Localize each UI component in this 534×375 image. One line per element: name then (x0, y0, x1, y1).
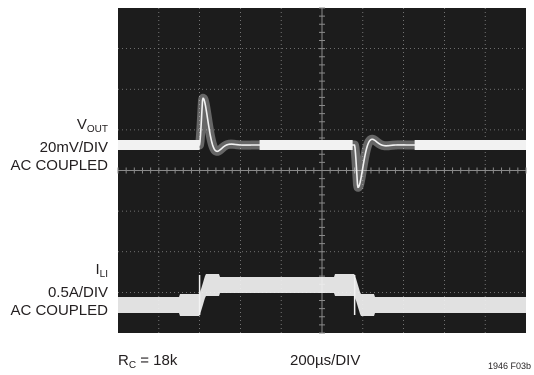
ili-scale: 0.5A/DIV (47, 284, 108, 301)
vout-coupling: AC COUPLED (10, 157, 108, 174)
vout-scale: 20mV/DIV (39, 139, 108, 156)
vout-label: VOUT 20mV/DIV AC COUPLED (10, 116, 108, 174)
ili-label: ILI 0.5A/DIV AC COUPLED (10, 261, 108, 319)
vout-band-mid (259, 140, 353, 150)
ili-coupling: AC COUPLED (10, 302, 108, 319)
timebase-label: 200µs/DIV (290, 352, 361, 369)
vout-band-after (414, 140, 526, 150)
scope-grid (117, 7, 527, 334)
scope-traces (114, 93, 530, 316)
vout-band-before (118, 140, 200, 150)
rc-label: RC = 18k (118, 352, 178, 371)
ili-trace (118, 274, 526, 316)
figure-id: 1946 F03b (488, 361, 532, 371)
